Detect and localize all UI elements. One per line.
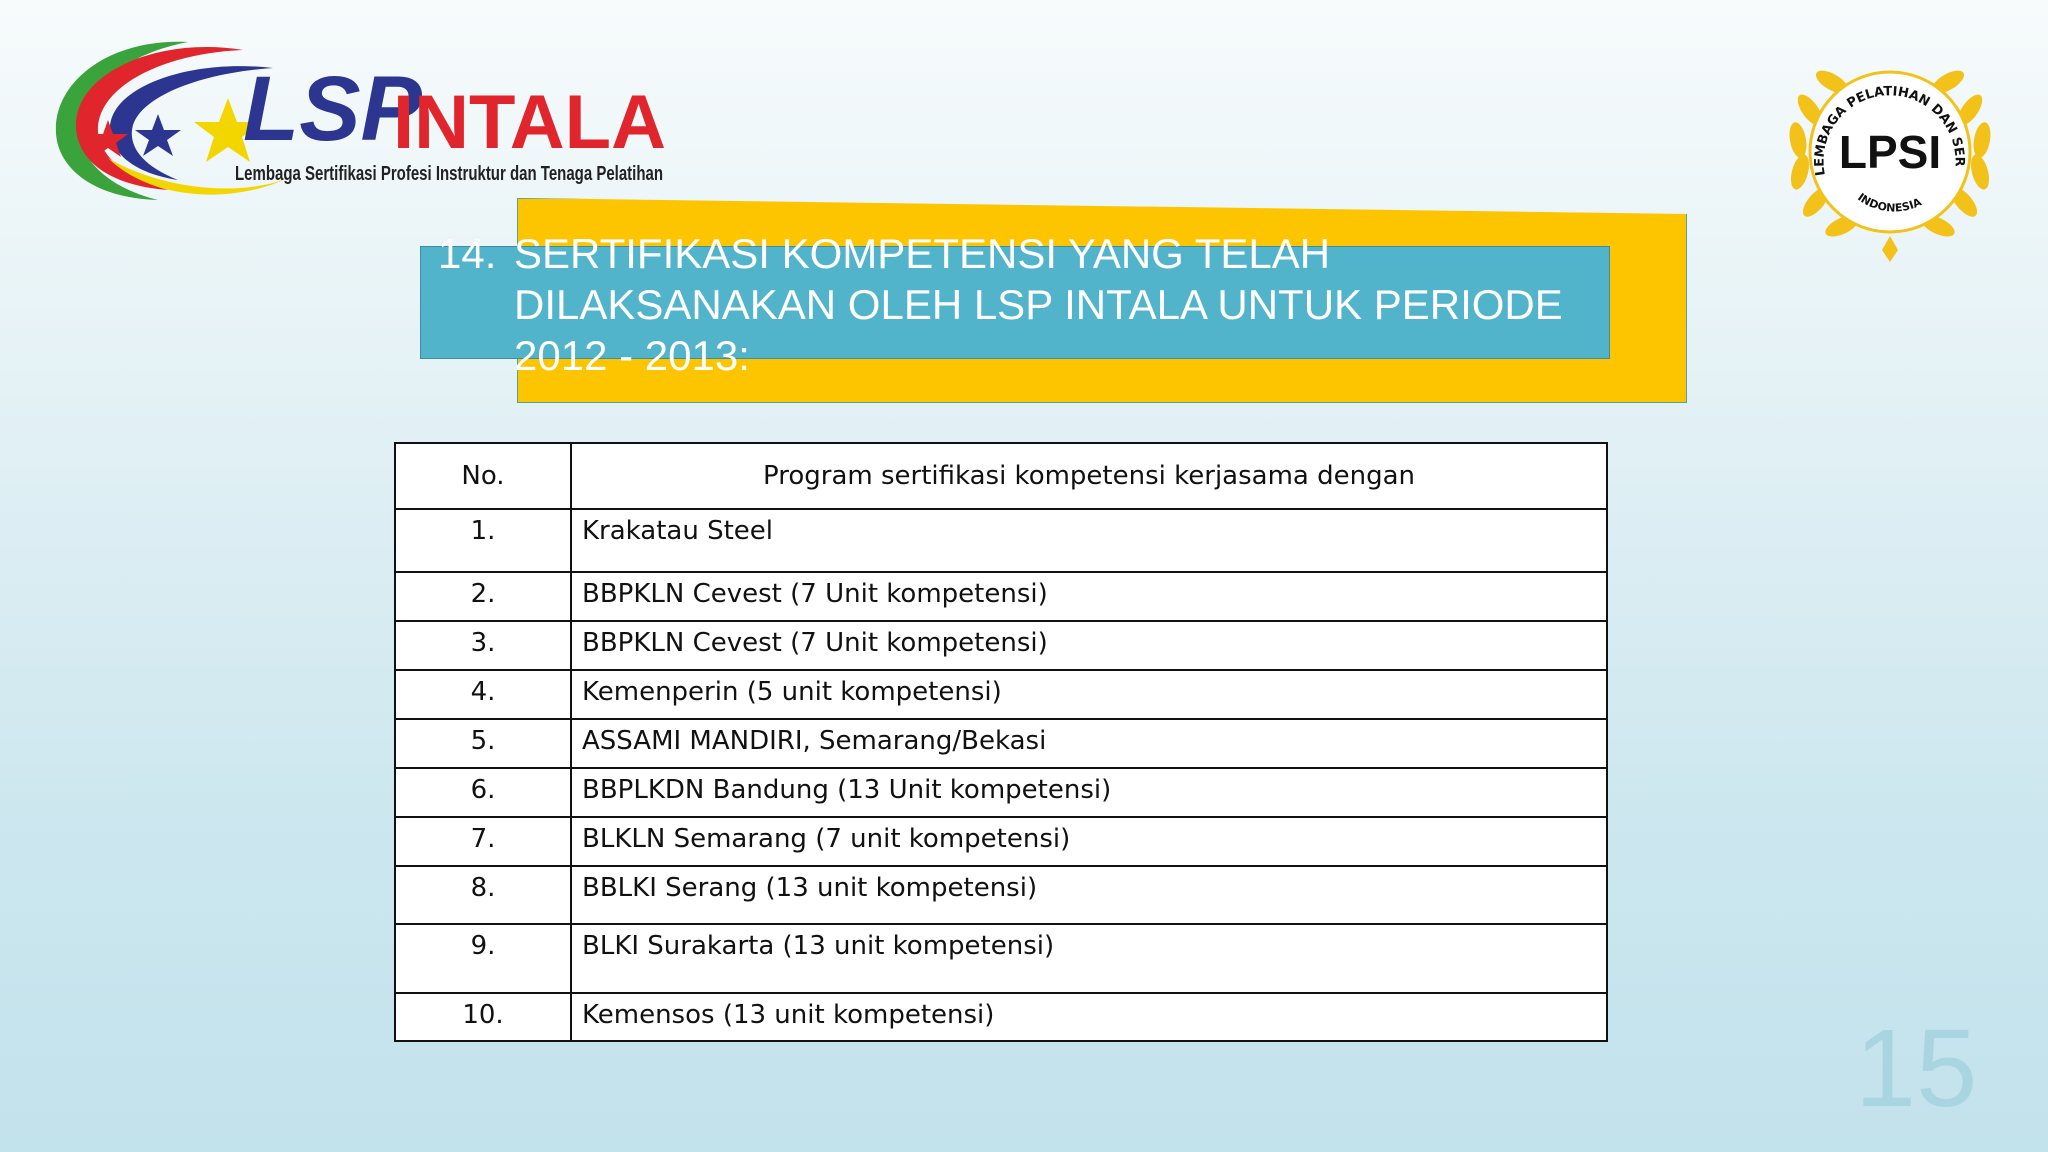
- table-row: 4. Kemenperin (5 unit kompetensi): [394, 669, 1608, 720]
- row-number: 9.: [394, 923, 572, 994]
- table-row: 10. Kemensos (13 unit kompetensi): [394, 992, 1608, 1042]
- logo-lsp-text: LSP: [243, 58, 423, 160]
- row-program: BBPKLN Cevest (7 Unit kompetensi): [570, 620, 1608, 671]
- table-row: 2. BBPKLN Cevest (7 Unit kompetensi): [394, 571, 1608, 622]
- yellow-star-icon: [194, 98, 262, 162]
- lsp-intala-logo: LSP INTALA Lembaga Sertifikasi Profesi I…: [55, 41, 666, 200]
- blue-star-icon: [135, 114, 181, 156]
- row-program: BBPLKDN Bandung (13 Unit kompetensi): [570, 767, 1608, 818]
- row-number: 5.: [394, 718, 572, 769]
- page-number: 15: [1855, 1007, 1978, 1130]
- lpsi-logo: LEMBAGA PELATIHAN DAN SERTIFIKASI INDONE…: [1780, 40, 1991, 262]
- logo-tagline: Lembaga Sertifikasi Profesi Instruktur d…: [235, 162, 663, 185]
- heading-number: 14.: [438, 230, 497, 277]
- lpsi-center-text: LPSI: [1839, 126, 1941, 178]
- row-number: 8.: [394, 865, 572, 925]
- red-star-icon: [88, 120, 128, 157]
- row-program: BBPKLN Cevest (7 Unit kompetensi): [570, 571, 1608, 622]
- row-program: Krakatau Steel: [570, 508, 1608, 573]
- row-program: BLKLN Semarang (7 unit kompetensi): [570, 816, 1608, 867]
- table-row: 1. Krakatau Steel: [394, 508, 1608, 573]
- header-program: Program sertifikasi kompetensi kerjasama…: [570, 442, 1608, 510]
- row-program: Kemensos (13 unit kompetensi): [570, 992, 1608, 1042]
- table-row: 7. BLKLN Semarang (7 unit kompetensi): [394, 816, 1608, 867]
- row-number: 7.: [394, 816, 572, 867]
- header-no: No.: [394, 442, 572, 510]
- table-row: 8. BBLKI Serang (13 unit kompetensi): [394, 865, 1608, 925]
- heading-text: SERTIFIKASI KOMPETENSI YANG TELAH DILAKS…: [514, 230, 1563, 379]
- row-number: 10.: [394, 992, 572, 1042]
- row-number: 4.: [394, 669, 572, 720]
- table-row: 3. BBPKLN Cevest (7 Unit kompetensi): [394, 620, 1608, 671]
- row-program: Kemenperin (5 unit kompetensi): [570, 669, 1608, 720]
- row-program: BBLKI Serang (13 unit kompetensi): [570, 865, 1608, 925]
- row-program: BLKI Surakarta (13 unit kompetensi): [570, 923, 1608, 994]
- row-number: 1.: [394, 508, 572, 573]
- logo-intala-text: INTALA: [393, 80, 666, 165]
- table-header-row: No. Program sertifikasi kompetensi kerja…: [394, 442, 1608, 510]
- banner-teal-bar: [420, 246, 1610, 359]
- table-row: 9. BLKI Surakarta (13 unit kompetensi): [394, 923, 1608, 994]
- row-number: 3.: [394, 620, 572, 671]
- slide-heading: 14. SERTIFIKASI KOMPETENSI YANG TELAH DI…: [438, 228, 1608, 381]
- row-number: 6.: [394, 767, 572, 818]
- laurel-wreath-icon: [1789, 70, 1991, 262]
- table-row: 5. ASSAMI MANDIRI, Semarang/Bekasi: [394, 718, 1608, 769]
- table-row: 6. BBPLKDN Bandung (13 Unit kompetensi): [394, 767, 1608, 818]
- certification-table: No. Program sertifikasi kompetensi kerja…: [394, 442, 1608, 1042]
- row-number: 2.: [394, 571, 572, 622]
- row-program: ASSAMI MANDIRI, Semarang/Bekasi: [570, 718, 1608, 769]
